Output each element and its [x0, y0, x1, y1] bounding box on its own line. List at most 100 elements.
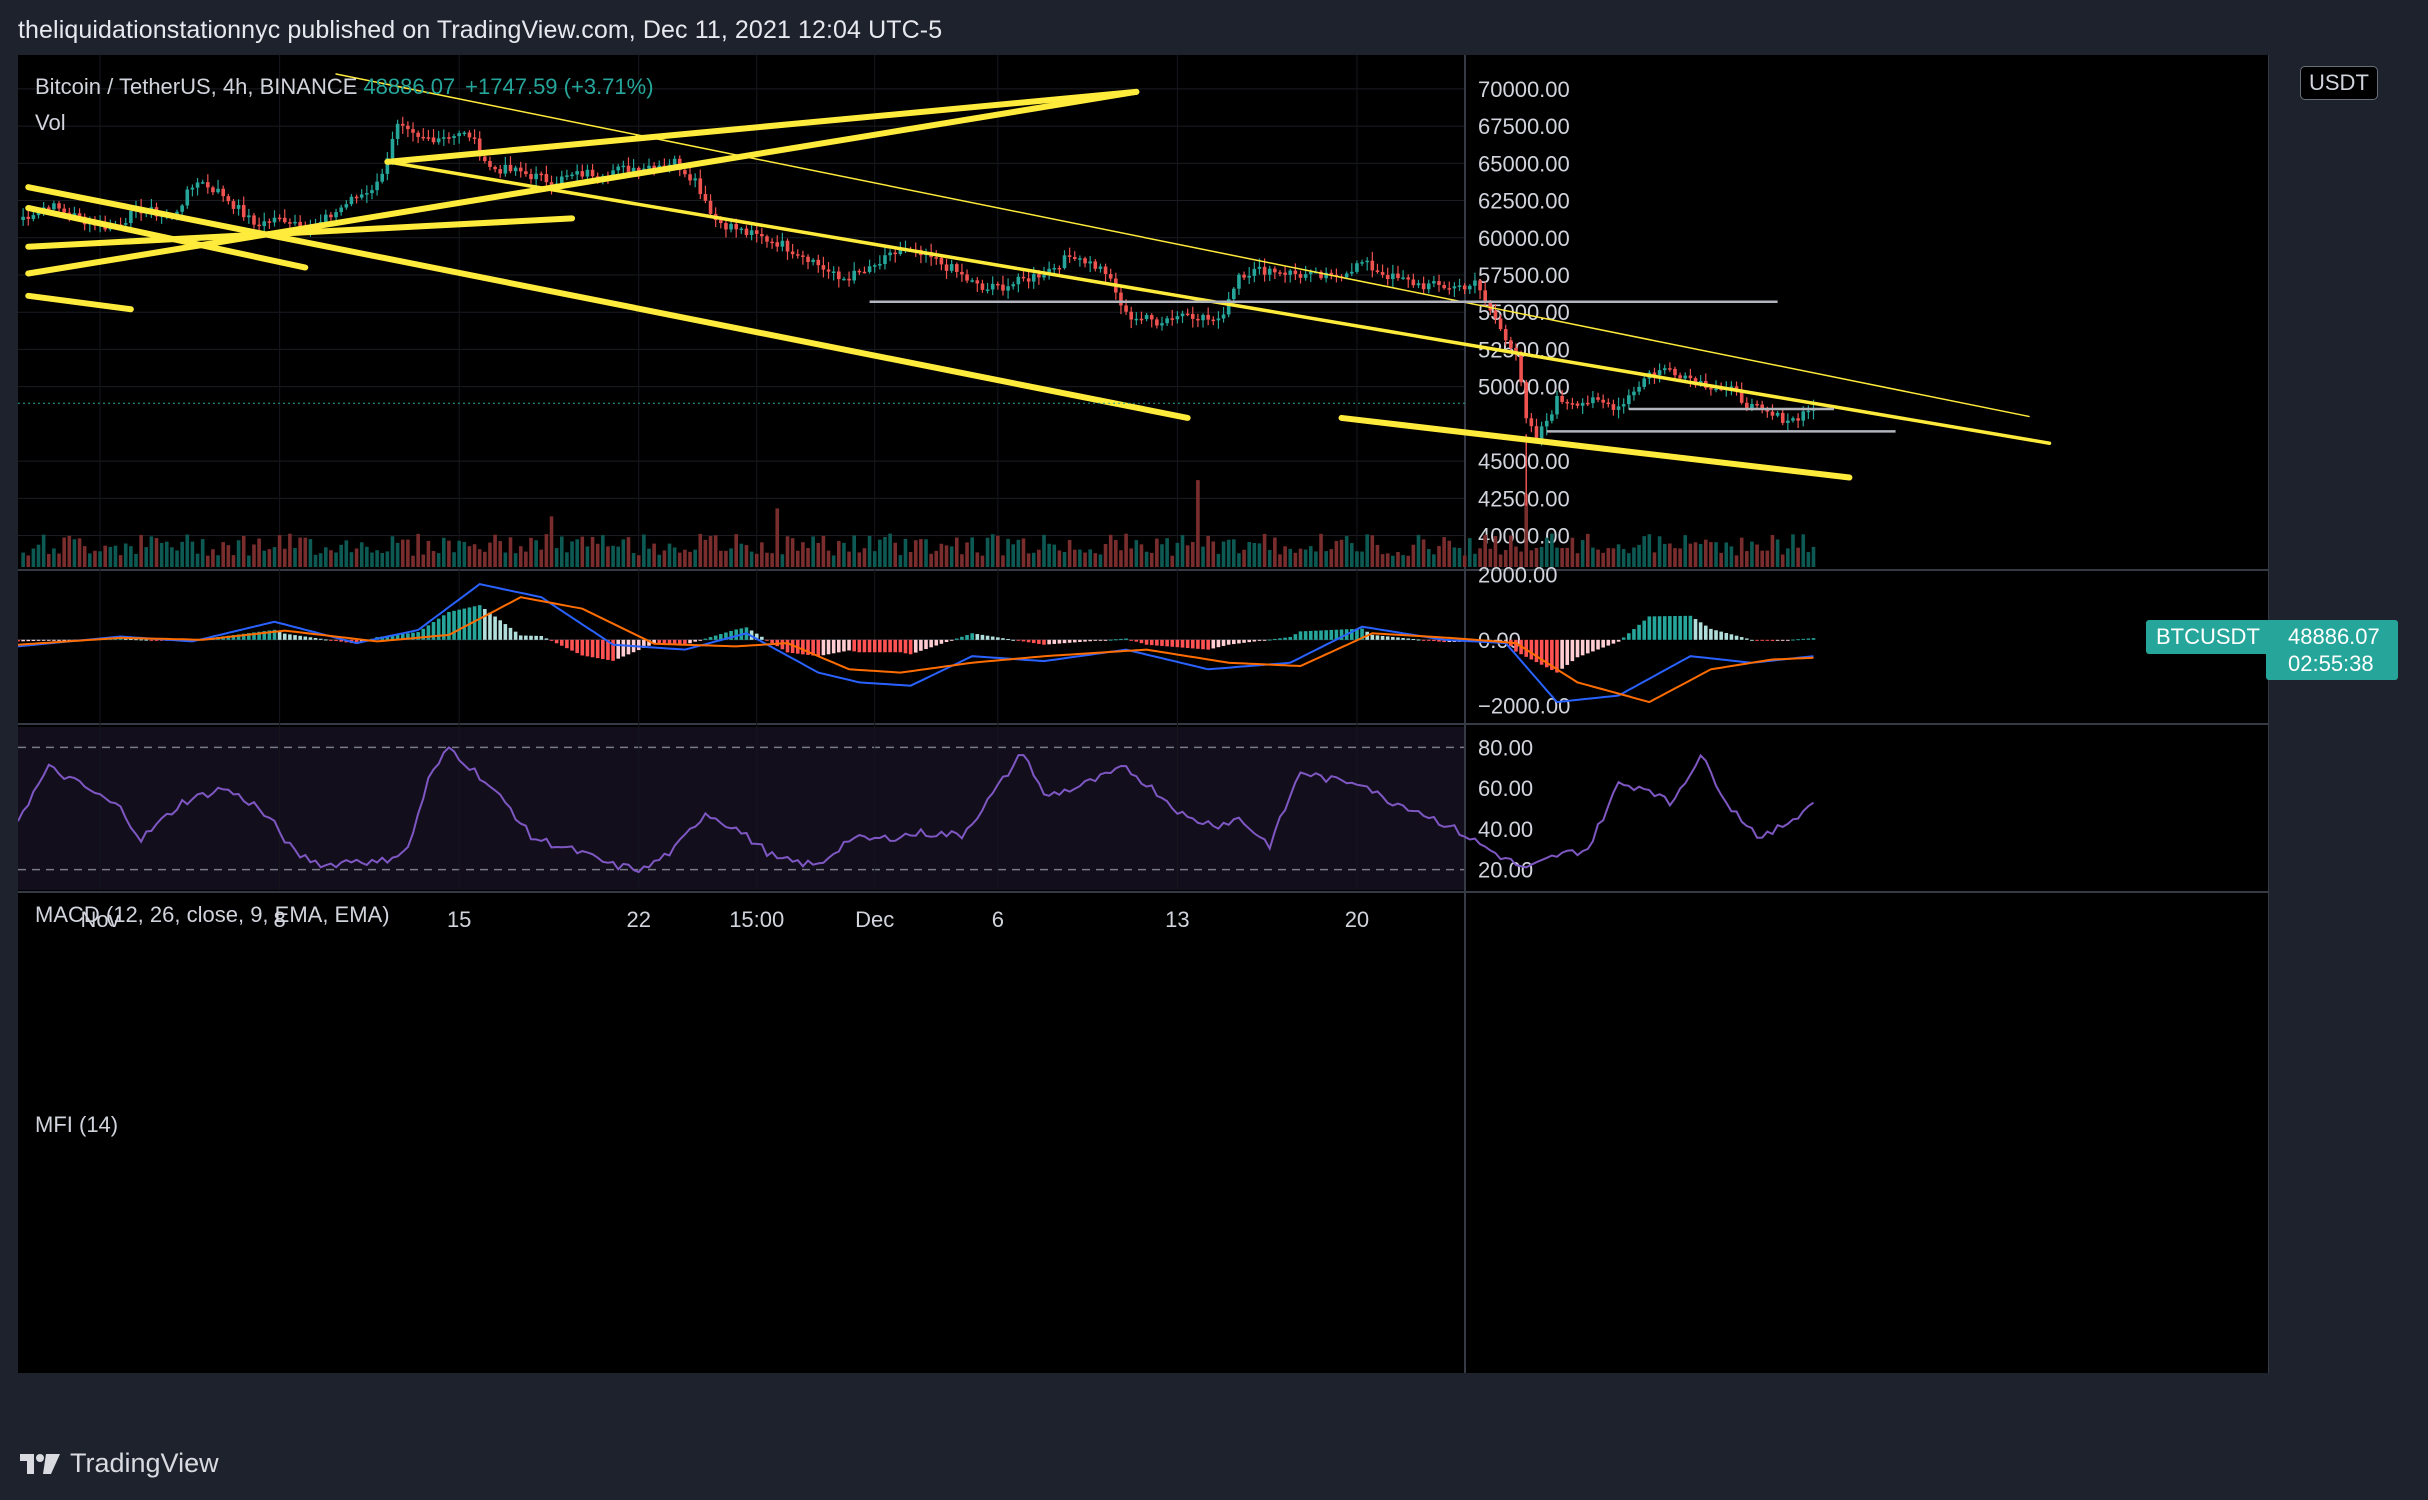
candle-body: [257, 224, 261, 227]
candle-body: [1652, 372, 1657, 376]
candle-body: [1806, 410, 1811, 413]
trendline: [384, 88, 1140, 165]
candle-body: [1524, 382, 1529, 419]
volume-bar: [1729, 546, 1734, 567]
candle-body: [457, 133, 461, 137]
macd-histogram-bar: [1242, 639, 1246, 643]
macd-histogram-bar: [611, 639, 615, 661]
volume-bar: [749, 551, 754, 567]
chart-canvas[interactable]: 70000.00 67500.00 65000.00 62500.00 60000.00…: [18, 55, 2268, 1373]
candle-body: [1278, 272, 1282, 274]
volume-bar: [1232, 539, 1236, 567]
macd-histogram-bar: [1211, 639, 1216, 649]
candle-body: [688, 174, 692, 181]
candle-body: [1426, 283, 1431, 290]
volume-bar: [1621, 549, 1626, 567]
macd-histogram-bar: [878, 639, 882, 653]
volume-bar: [385, 551, 390, 567]
volume-bar: [575, 539, 579, 567]
macd-histogram-bar: [134, 639, 138, 641]
macd-histogram-bar: [534, 635, 538, 640]
macd-histogram-bar: [831, 639, 836, 654]
volume-bar: [339, 544, 343, 567]
candle-body: [1170, 318, 1175, 320]
volume-bar: [1308, 546, 1313, 567]
mfi-legend[interactable]: MFI (14): [35, 1112, 119, 1137]
volume-bar: [734, 534, 738, 567]
macd-histogram-bar: [1585, 639, 1590, 654]
macd-histogram-bar: [1098, 639, 1103, 641]
volume-bar: [580, 536, 585, 567]
candle-body: [431, 137, 436, 143]
macd-histogram-bar: [518, 635, 523, 640]
volume-bar: [1550, 533, 1554, 567]
macd-histogram-bar: [21, 639, 25, 642]
macd-histogram-bar: [606, 639, 610, 660]
macd-histogram-bar: [1375, 635, 1380, 640]
volume-bar: [1719, 552, 1723, 567]
candle-body: [1083, 258, 1087, 264]
candle-body: [996, 283, 1000, 286]
volume-bar: [996, 535, 1000, 567]
candle-body: [852, 270, 856, 281]
mfi-tick-label: 40.00: [1478, 817, 1533, 842]
macd-histogram-bar: [508, 627, 513, 640]
candle-body: [175, 211, 179, 216]
macd-histogram-bar: [1534, 639, 1539, 663]
candle-body: [698, 178, 703, 195]
macd-histogram-bar: [1355, 628, 1359, 640]
volume-bar: [1627, 553, 1631, 567]
macd-histogram-bar: [667, 639, 672, 645]
macd-legend[interactable]: MACD (12, 26, close, 9, EMA, EMA): [35, 902, 390, 927]
volume-bar: [1714, 542, 1718, 567]
volume-bar: [195, 553, 200, 567]
macd-histogram-bar: [154, 639, 159, 641]
candle-body: [354, 196, 359, 199]
candle-body: [1380, 272, 1385, 275]
volume-bar: [821, 535, 826, 567]
macd-histogram-bar: [498, 620, 503, 640]
macd-histogram-bar: [1401, 637, 1405, 640]
macd-histogram-bar: [1580, 639, 1585, 656]
candle-body: [1421, 283, 1426, 290]
macd-histogram-bar: [1001, 638, 1005, 640]
volume-bar: [380, 553, 385, 567]
candle-body: [329, 214, 333, 218]
volume-bar: [1596, 549, 1600, 567]
volume-bar: [1791, 534, 1795, 567]
macd-histogram-bar: [1134, 639, 1139, 642]
candle-body: [1103, 266, 1108, 275]
candle-body: [1755, 403, 1759, 406]
symbol-legend[interactable]: Bitcoin / TetherUS, 4h, BINANCE 48886.07 +…: [35, 74, 654, 100]
macd-histogram-bar: [1729, 634, 1734, 640]
candle-body: [1298, 274, 1303, 278]
candle-body: [1632, 391, 1636, 396]
candle-body: [46, 207, 51, 210]
volume-bar: [795, 550, 800, 567]
volume-bar: [134, 553, 138, 567]
chart-frame[interactable]: 70000.00 67500.00 65000.00 62500.00 60000.00…: [18, 55, 2268, 1373]
volume-bar: [1437, 546, 1441, 567]
candle-body: [380, 173, 385, 182]
candle-body: [1232, 288, 1236, 300]
macd-histogram-bar: [1267, 639, 1272, 641]
macd-histogram-bar: [406, 633, 410, 640]
currency-button[interactable]: USDT: [2300, 66, 2378, 100]
candle-body: [1385, 274, 1390, 280]
volume-bar: [903, 538, 908, 567]
candle-body: [1570, 403, 1575, 405]
volume-bar: [703, 539, 708, 567]
volume-legend[interactable]: Vol: [35, 110, 66, 135]
macd-histogram-bar: [1786, 639, 1790, 641]
volume-bar: [1149, 552, 1154, 567]
volume-bar: [1647, 534, 1652, 567]
macd-histogram-bar: [118, 638, 123, 640]
macd-histogram-bar: [1739, 637, 1744, 640]
candle-body: [1529, 418, 1534, 427]
macd-histogram-bar: [1637, 624, 1641, 640]
volume-bar: [1226, 539, 1231, 567]
volume-bar: [1688, 543, 1693, 567]
volume-bar: [236, 540, 241, 567]
candle-body: [1057, 267, 1062, 270]
candle-body: [801, 255, 805, 257]
